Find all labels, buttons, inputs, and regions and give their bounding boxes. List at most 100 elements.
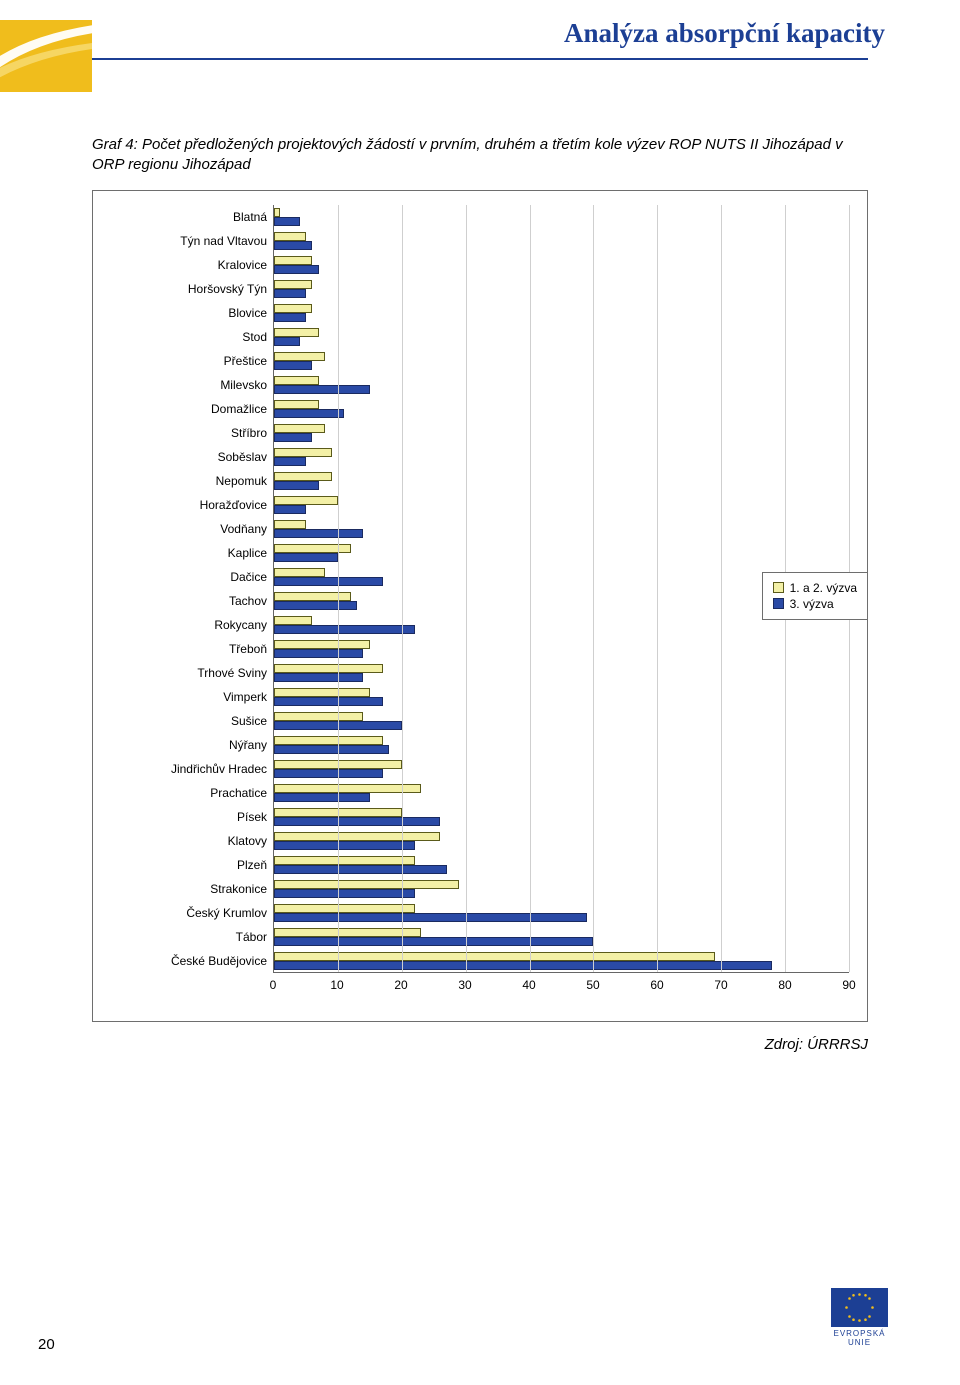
bar-series-a bbox=[274, 640, 370, 649]
bar-series-a bbox=[274, 880, 459, 889]
x-axis: 0102030405060708090 bbox=[273, 975, 849, 997]
bar-row bbox=[274, 373, 849, 397]
bar-row bbox=[274, 421, 849, 445]
bar-series-a bbox=[274, 256, 312, 265]
category-label: Přeštice bbox=[111, 349, 273, 373]
bar-row bbox=[274, 541, 849, 565]
bar-row bbox=[274, 877, 849, 901]
category-label: Milevsko bbox=[111, 373, 273, 397]
bar-series-b bbox=[274, 241, 312, 250]
bar-series-a bbox=[274, 928, 421, 937]
bar-series-b bbox=[274, 889, 415, 898]
page: Analýza absorpční kapacity Graf 4: Počet… bbox=[0, 0, 960, 1385]
category-label: Stod bbox=[111, 325, 273, 349]
bar-series-a bbox=[274, 496, 338, 505]
page-number: 20 bbox=[38, 1336, 55, 1353]
x-tick: 0 bbox=[270, 978, 277, 992]
bar-series-b bbox=[274, 817, 440, 826]
bar-series-b bbox=[274, 625, 415, 634]
bar-row bbox=[274, 805, 849, 829]
x-tick: 90 bbox=[842, 978, 855, 992]
bar-series-a bbox=[274, 688, 370, 697]
category-label: Třeboň bbox=[111, 637, 273, 661]
bar-series-b bbox=[274, 265, 319, 274]
bar-row bbox=[274, 637, 849, 661]
x-tick: 10 bbox=[330, 978, 343, 992]
category-label: Sušice bbox=[111, 709, 273, 733]
category-label: Prachatice bbox=[111, 781, 273, 805]
category-label: Týn nad Vltavou bbox=[111, 229, 273, 253]
bar-row bbox=[274, 781, 849, 805]
bar-row bbox=[274, 205, 849, 229]
bar-series-b bbox=[274, 697, 383, 706]
title-underline bbox=[92, 58, 868, 60]
bar-series-a bbox=[274, 904, 415, 913]
legend-swatch bbox=[773, 582, 784, 593]
category-label: České Budějovice bbox=[111, 949, 273, 973]
legend-item: 1. a 2. výzva bbox=[773, 581, 857, 595]
doc-title-wrap: Analýza absorpční kapacity bbox=[564, 18, 885, 49]
doc-title: Analýza absorpční kapacity bbox=[564, 18, 885, 48]
header: Analýza absorpční kapacity bbox=[0, 0, 960, 95]
bar-series-b bbox=[274, 289, 306, 298]
bar-series-a bbox=[274, 856, 415, 865]
gridline bbox=[466, 205, 467, 972]
category-label: Tachov bbox=[111, 589, 273, 613]
bar-series-a bbox=[274, 208, 280, 217]
axis-wrap: 0102030405060708090 bbox=[111, 973, 849, 997]
footer: 20 EVROPSKÁ UNIE bbox=[0, 1311, 960, 1361]
bar-row bbox=[274, 445, 849, 469]
category-label: Trhové Sviny bbox=[111, 661, 273, 685]
legend-item: 3. výzva bbox=[773, 597, 857, 611]
bar-series-a bbox=[274, 376, 319, 385]
bar-series-a bbox=[274, 544, 351, 553]
category-label: Soběslav bbox=[111, 445, 273, 469]
category-label: Domažlice bbox=[111, 397, 273, 421]
category-label: Horšovský Týn bbox=[111, 277, 273, 301]
bar-row bbox=[274, 685, 849, 709]
chart-container: BlatnáTýn nad VltavouKraloviceHoršovský … bbox=[92, 190, 868, 1022]
bar-series-b bbox=[274, 745, 389, 754]
bar-series-a bbox=[274, 736, 383, 745]
category-label: Klatovy bbox=[111, 829, 273, 853]
bar-series-b bbox=[274, 361, 312, 370]
bar-row bbox=[274, 493, 849, 517]
bar-series-a bbox=[274, 592, 351, 601]
bar-series-b bbox=[274, 793, 370, 802]
chart-source: Zdroj: ÚRRRSJ bbox=[92, 1036, 868, 1053]
bar-series-a bbox=[274, 952, 715, 961]
bar-series-a bbox=[274, 400, 319, 409]
bar-series-a bbox=[274, 832, 440, 841]
category-label: Vodňany bbox=[111, 517, 273, 541]
category-label: Nýřany bbox=[111, 733, 273, 757]
bar-series-b bbox=[274, 337, 300, 346]
bar-row bbox=[274, 733, 849, 757]
eu-label: EVROPSKÁ UNIE bbox=[821, 1329, 898, 1347]
category-label: Jindřichův Hradec bbox=[111, 757, 273, 781]
bar-row bbox=[274, 349, 849, 373]
category-label: Strakonice bbox=[111, 877, 273, 901]
chart-caption: Graf 4: Počet předložených projektových … bbox=[92, 135, 868, 176]
bar-series-a bbox=[274, 352, 325, 361]
x-tick: 40 bbox=[522, 978, 535, 992]
content: Graf 4: Počet předložených projektových … bbox=[0, 135, 960, 1053]
bar-series-a bbox=[274, 712, 363, 721]
bar-series-b bbox=[274, 673, 363, 682]
bar-series-b bbox=[274, 385, 370, 394]
bar-row bbox=[274, 757, 849, 781]
bar-series-b bbox=[274, 433, 312, 442]
bar-series-a bbox=[274, 232, 306, 241]
x-tick: 20 bbox=[394, 978, 407, 992]
bar-row bbox=[274, 709, 849, 733]
gridline bbox=[721, 205, 722, 972]
logo bbox=[0, 20, 92, 92]
bar-series-a bbox=[274, 784, 421, 793]
category-label: Český Krumlov bbox=[111, 901, 273, 925]
x-tick: 70 bbox=[714, 978, 727, 992]
bar-series-a bbox=[274, 328, 319, 337]
bar-series-a bbox=[274, 424, 325, 433]
bar-series-b bbox=[274, 601, 357, 610]
bar-series-a bbox=[274, 280, 312, 289]
bar-series-b bbox=[274, 457, 306, 466]
legend-label: 1. a 2. výzva bbox=[790, 581, 857, 595]
